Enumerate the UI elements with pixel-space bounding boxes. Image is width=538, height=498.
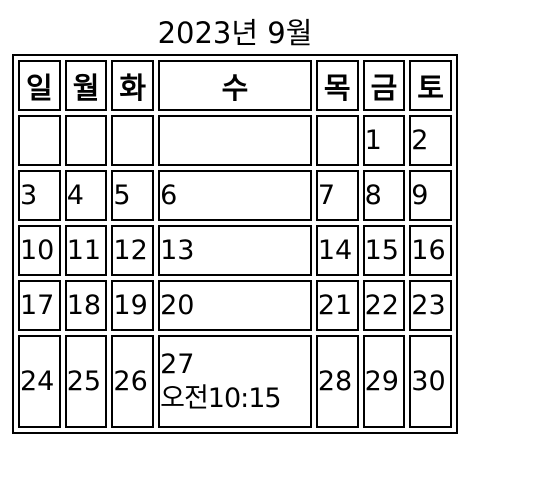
week-row: 1 2 bbox=[18, 115, 452, 166]
day-cell: 13 bbox=[158, 225, 312, 276]
weekday-wed: 수 bbox=[158, 60, 312, 111]
day-cell: 15 bbox=[362, 225, 406, 276]
day-cell-empty bbox=[158, 115, 312, 166]
week-row: 17 18 19 20 21 22 23 bbox=[18, 280, 452, 331]
day-cell: 9 bbox=[409, 170, 452, 221]
day-cell: 19 bbox=[111, 280, 155, 331]
weekday-mon: 월 bbox=[64, 60, 108, 111]
day-cell: 3 bbox=[18, 170, 61, 221]
day-cell-empty bbox=[64, 115, 108, 166]
calendar-grid: 일 월 화 수 목 금 토 1 2 3 4 5 bbox=[12, 54, 458, 434]
day-cell: 22 bbox=[362, 280, 406, 331]
week-row: 24 25 26 27 오전10:15 28 29 30 bbox=[18, 335, 452, 428]
weekday-fri: 금 bbox=[362, 60, 406, 111]
day-cell: 26 bbox=[111, 335, 155, 428]
day-cell: 6 bbox=[158, 170, 312, 221]
event-time: 오전10:15 bbox=[160, 382, 281, 414]
day-cell: 25 bbox=[64, 335, 108, 428]
weekday-thu: 목 bbox=[315, 60, 359, 111]
day-cell: 5 bbox=[111, 170, 155, 221]
calendar: 2023년 9월 일 월 화 수 목 금 토 bbox=[12, 12, 458, 434]
day-cell: 4 bbox=[64, 170, 108, 221]
day-cell: 17 bbox=[18, 280, 61, 331]
week-row: 3 4 5 6 7 8 9 bbox=[18, 170, 452, 221]
weekday-sat: 토 bbox=[409, 60, 452, 111]
day-cell: 20 bbox=[158, 280, 312, 331]
day-cell-empty bbox=[315, 115, 359, 166]
weekday-tue: 화 bbox=[111, 60, 155, 111]
day-cell: 16 bbox=[409, 225, 452, 276]
calendar-title: 2023년 9월 bbox=[157, 16, 313, 50]
day-cell-empty bbox=[18, 115, 61, 166]
weekday-sun: 일 bbox=[18, 60, 61, 111]
day-cell: 23 bbox=[409, 280, 452, 331]
day-cell: 11 bbox=[64, 225, 108, 276]
day-number: 27 bbox=[160, 348, 195, 380]
day-cell: 30 bbox=[409, 335, 452, 428]
day-cell: 28 bbox=[315, 335, 359, 428]
day-cell: 18 bbox=[64, 280, 108, 331]
day-cell: 8 bbox=[362, 170, 406, 221]
day-cell-empty bbox=[111, 115, 155, 166]
day-cell: 24 bbox=[18, 335, 61, 428]
weekday-header-row: 일 월 화 수 목 금 토 bbox=[18, 60, 452, 111]
week-row: 10 11 12 13 14 15 16 bbox=[18, 225, 452, 276]
day-cell: 12 bbox=[111, 225, 155, 276]
day-cell: 7 bbox=[315, 170, 359, 221]
day-cell: 14 bbox=[315, 225, 359, 276]
day-cell: 29 bbox=[362, 335, 406, 428]
day-cell: 1 bbox=[362, 115, 406, 166]
day-cell: 10 bbox=[18, 225, 61, 276]
day-cell-with-event: 27 오전10:15 bbox=[158, 335, 312, 428]
day-cell: 21 bbox=[315, 280, 359, 331]
day-cell: 2 bbox=[409, 115, 452, 166]
